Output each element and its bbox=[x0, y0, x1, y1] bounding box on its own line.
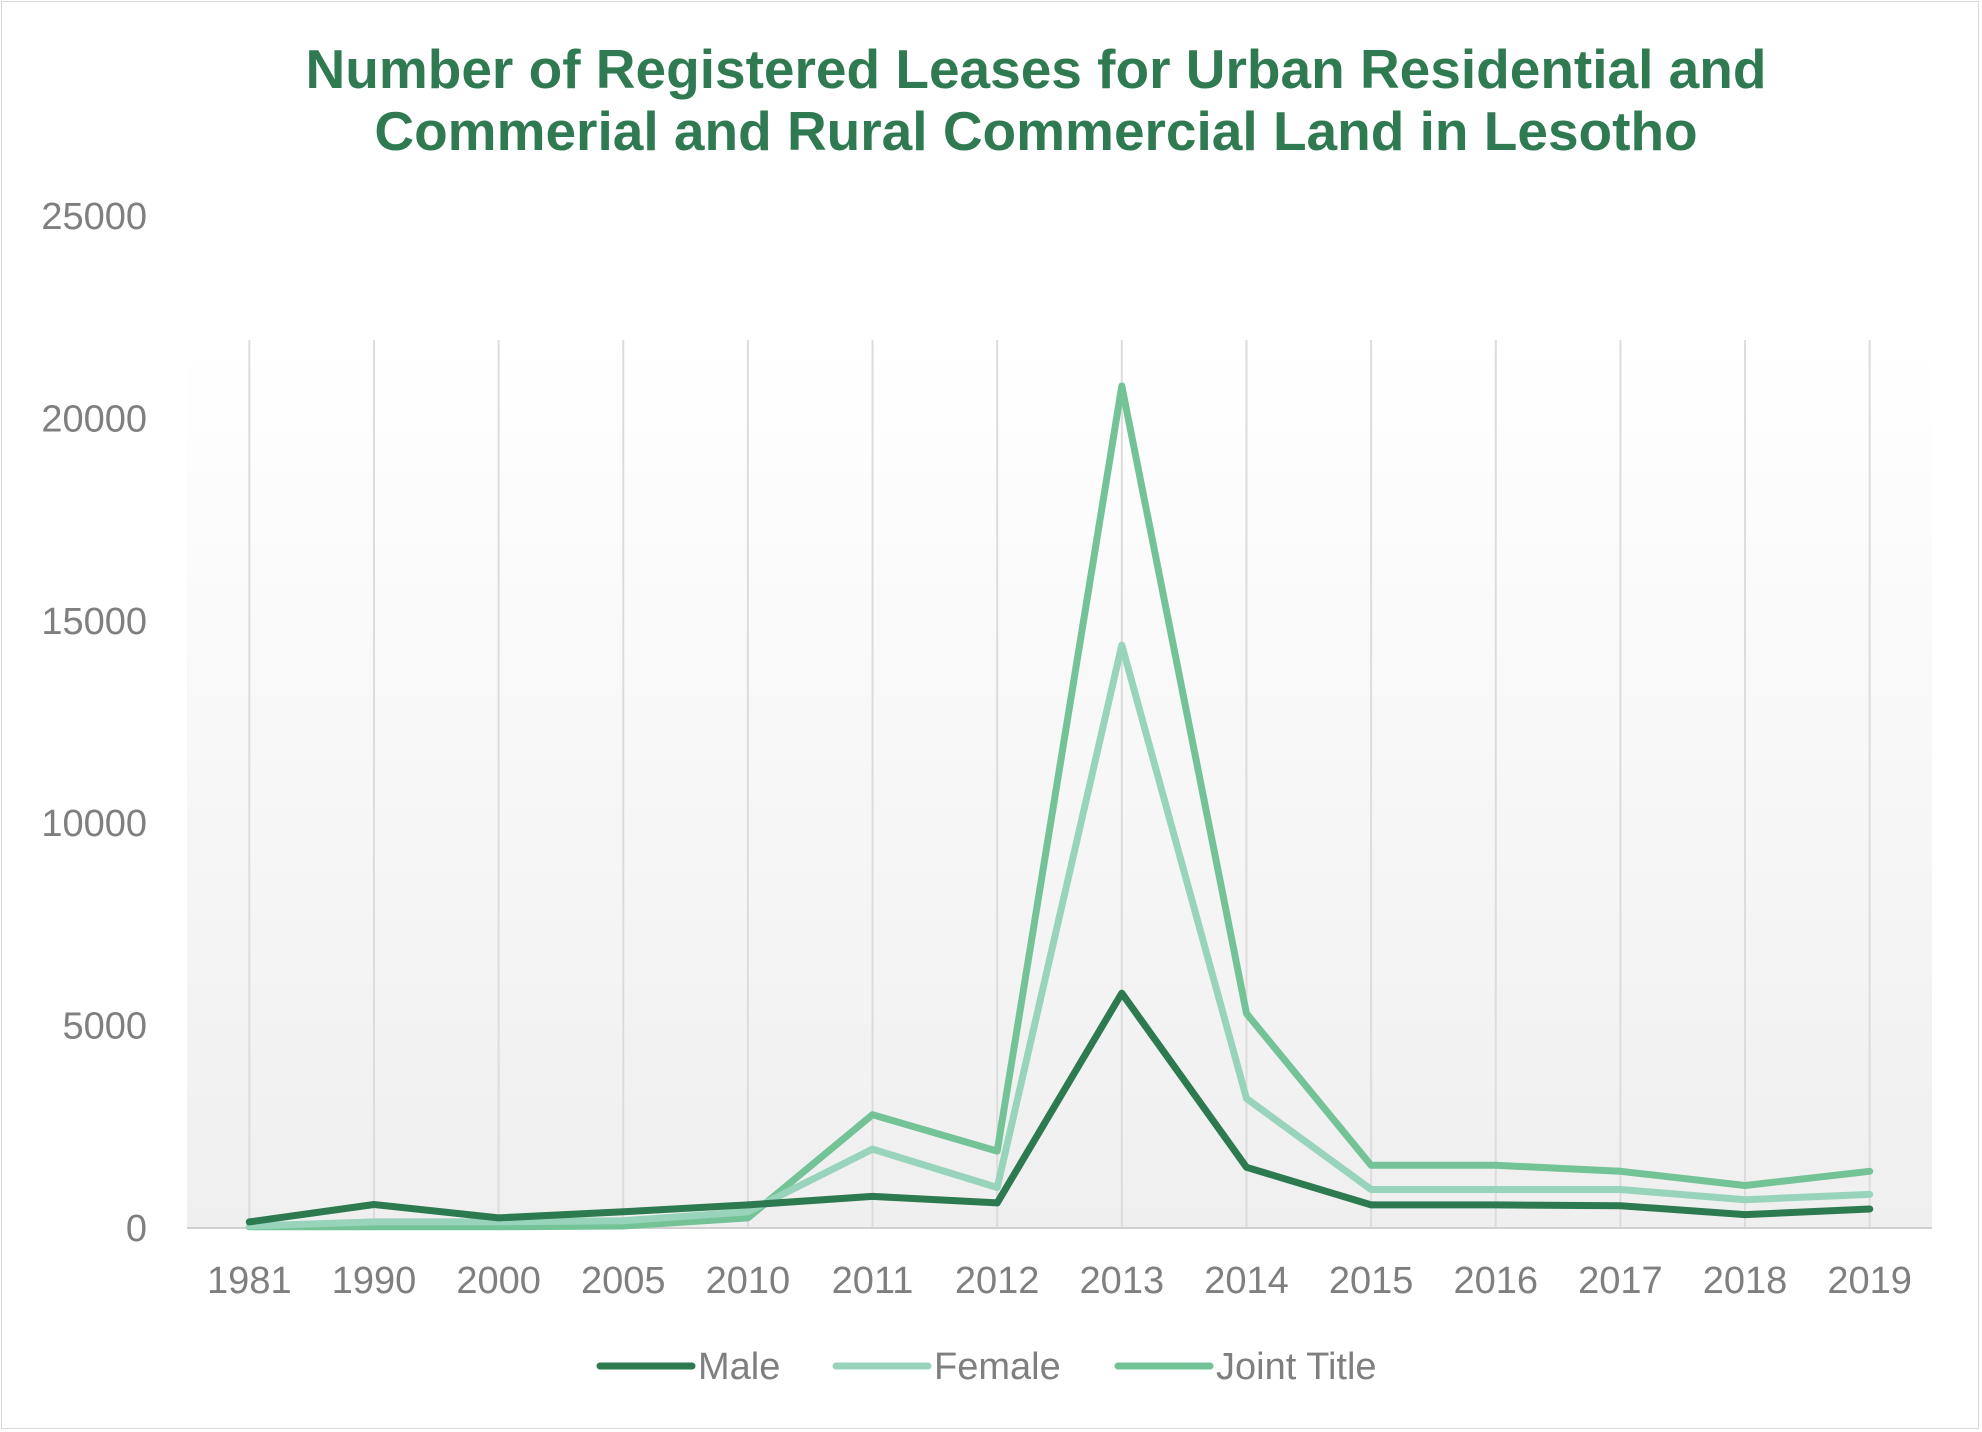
x-tick-label: 2014 bbox=[1204, 1260, 1289, 1302]
legend-label-female: Female bbox=[934, 1346, 1061, 1388]
y-tick-label: 25000 bbox=[41, 196, 147, 238]
y-tick-label: 15000 bbox=[41, 601, 147, 643]
y-tick-label: 20000 bbox=[41, 398, 147, 440]
x-tick-label: 1981 bbox=[207, 1260, 292, 1302]
x-tick-label: 2019 bbox=[1827, 1260, 1912, 1302]
series-line-male bbox=[245, 989, 1874, 1226]
x-tick-label: 2000 bbox=[456, 1260, 541, 1302]
x-tick-label: 2015 bbox=[1329, 1260, 1414, 1302]
y-tick-label: 5000 bbox=[62, 1006, 147, 1048]
x-tick-label: 2012 bbox=[955, 1260, 1040, 1302]
x-tick-label: 1990 bbox=[332, 1260, 417, 1302]
x-tick-label: 2010 bbox=[706, 1260, 791, 1302]
x-tick-label: 2011 bbox=[832, 1260, 914, 1302]
x-tick-label: 2016 bbox=[1453, 1260, 1538, 1302]
x-tick-label: 2018 bbox=[1703, 1260, 1788, 1302]
series-line-joint-title bbox=[245, 382, 1874, 1231]
chart-title-line-1: Number of Registered Leases for Urban Re… bbox=[306, 38, 1767, 100]
series-line-female bbox=[245, 641, 1874, 1230]
legend-label-male: Male bbox=[698, 1346, 780, 1388]
chart-title-line-2: Commerial and Rural Commercial Land in L… bbox=[374, 100, 1697, 162]
y-tick-label: 10000 bbox=[41, 803, 147, 845]
x-tick-label: 2005 bbox=[581, 1260, 666, 1302]
x-tick-label: 2017 bbox=[1578, 1260, 1663, 1302]
legend-label-joint-title: Joint Title bbox=[1216, 1346, 1377, 1388]
y-tick-label: 0 bbox=[126, 1208, 147, 1250]
x-tick-label: 2013 bbox=[1080, 1260, 1165, 1302]
